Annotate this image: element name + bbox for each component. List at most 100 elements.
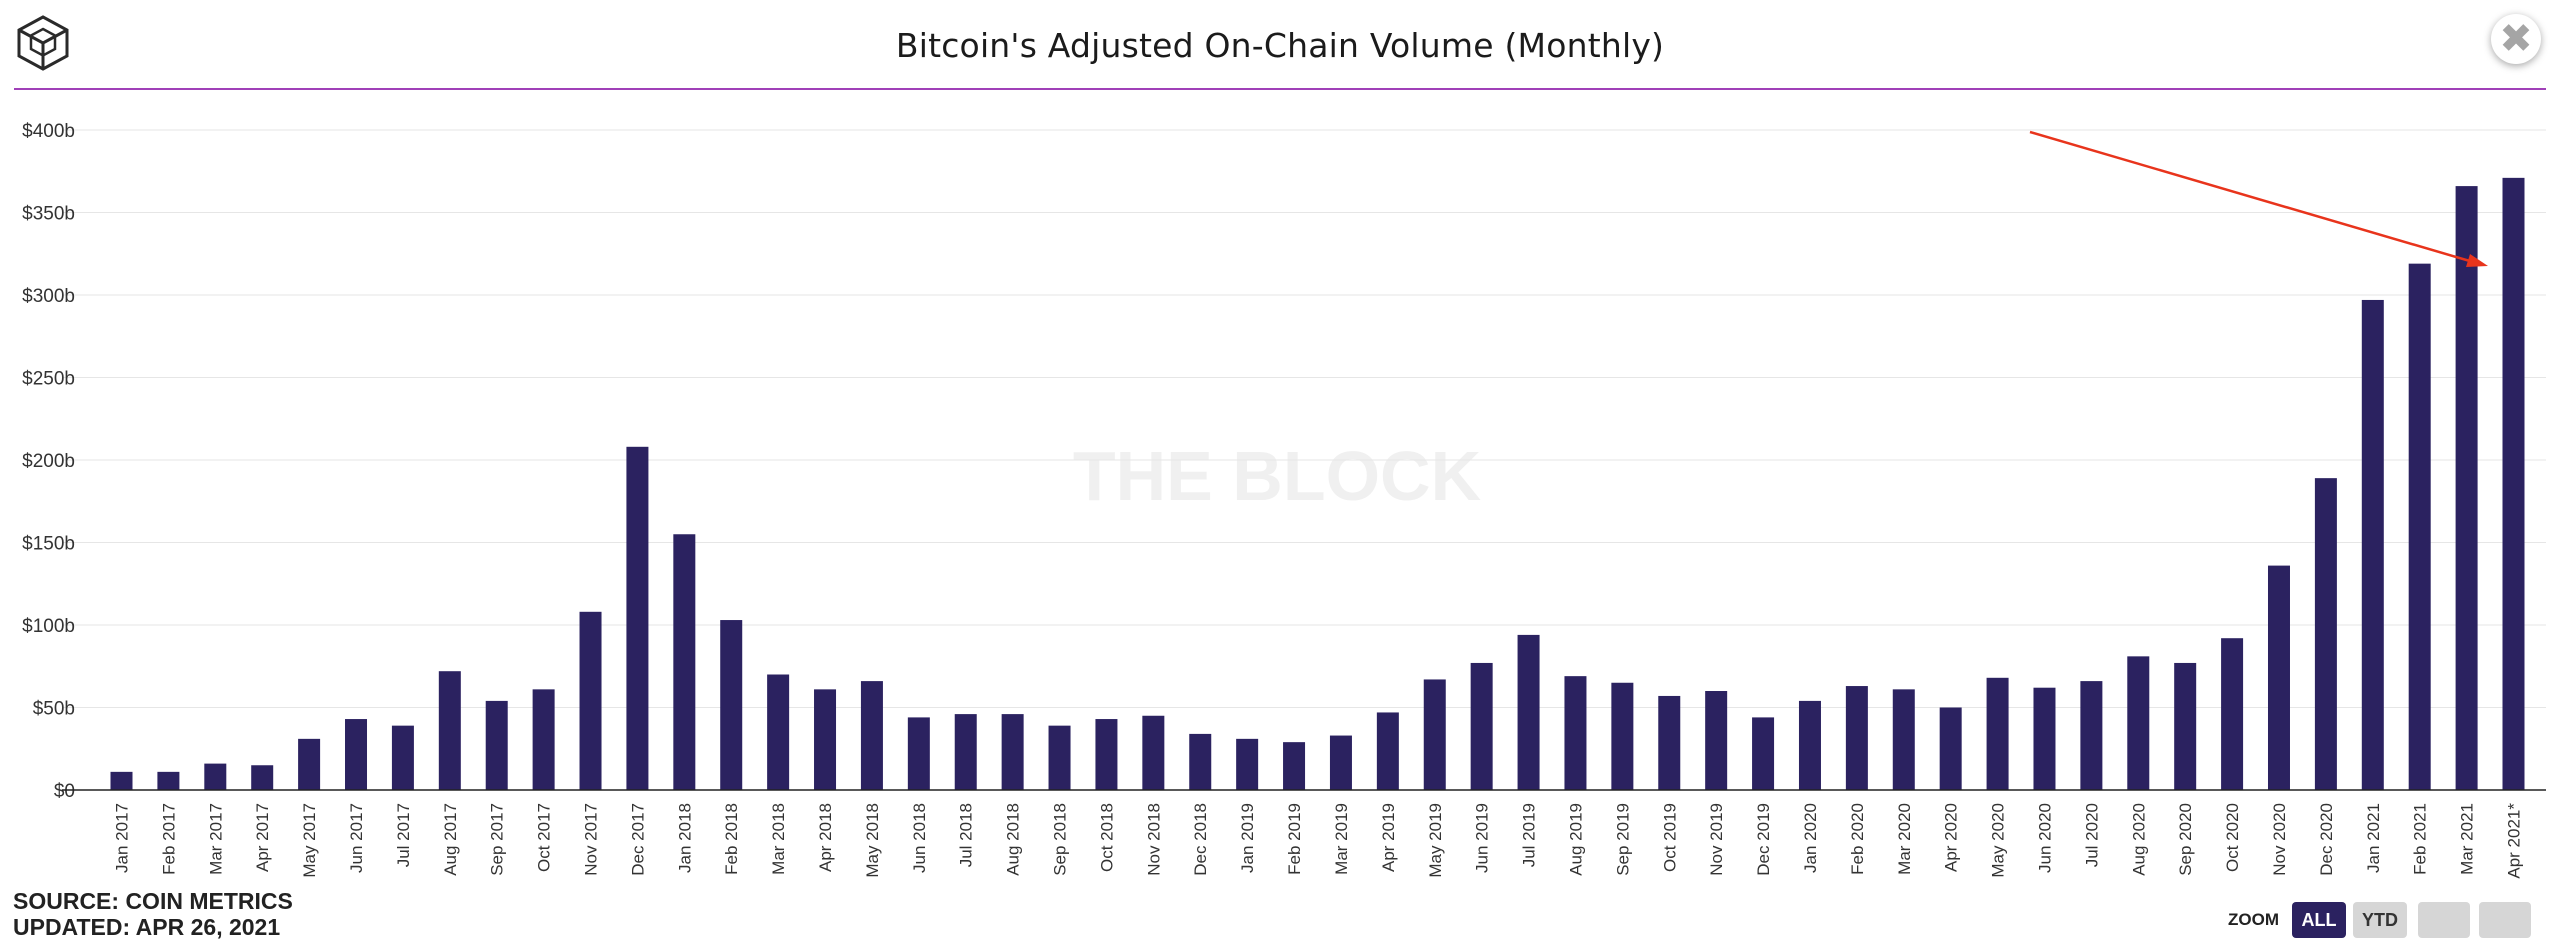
bar[interactable] bbox=[1329, 735, 1352, 790]
bar[interactable] bbox=[1658, 695, 1681, 790]
bar[interactable] bbox=[907, 717, 930, 790]
bar[interactable] bbox=[1564, 676, 1587, 790]
y-tick-label: $250b bbox=[22, 369, 75, 390]
bar[interactable] bbox=[2033, 687, 2056, 790]
bar[interactable] bbox=[2455, 186, 2478, 791]
bar[interactable] bbox=[2127, 656, 2150, 790]
x-tick-label: Sep 2020 bbox=[2176, 803, 2195, 876]
x-tick-label: Dec 2017 bbox=[628, 803, 647, 876]
bar[interactable] bbox=[1752, 717, 1775, 790]
bar[interactable] bbox=[1845, 686, 1868, 790]
bar[interactable] bbox=[1001, 714, 1024, 790]
x-tick-label: Dec 2020 bbox=[2317, 803, 2336, 876]
bar[interactable] bbox=[2080, 681, 2103, 790]
bar[interactable] bbox=[954, 714, 977, 790]
bar[interactable] bbox=[485, 700, 508, 790]
bar[interactable] bbox=[532, 689, 555, 790]
bar[interactable] bbox=[1939, 707, 1962, 791]
bar[interactable] bbox=[1236, 738, 1259, 790]
x-tick-label: May 2018 bbox=[863, 803, 882, 878]
the-block-logo-icon bbox=[17, 15, 69, 71]
bar[interactable] bbox=[345, 719, 368, 790]
x-tick-label: Jan 2017 bbox=[113, 803, 132, 873]
bar[interactable] bbox=[1798, 700, 1821, 790]
bar[interactable] bbox=[1189, 733, 1212, 790]
bar[interactable] bbox=[860, 681, 883, 790]
bar[interactable] bbox=[1892, 689, 1915, 790]
watermark: THE BLOCK bbox=[1073, 437, 1481, 515]
x-tick-label: Apr 2021* bbox=[2505, 803, 2524, 879]
header-divider bbox=[14, 88, 2546, 90]
y-tick-label: $400b bbox=[22, 121, 75, 142]
x-tick-label: Mar 2021 bbox=[2458, 803, 2477, 875]
x-tick-label: Aug 2017 bbox=[441, 803, 460, 876]
bar[interactable] bbox=[673, 534, 696, 790]
x-tick-label: Jan 2019 bbox=[1238, 803, 1257, 873]
x-tick-label: Jan 2018 bbox=[675, 803, 694, 873]
y-tick-label: $300b bbox=[22, 286, 75, 307]
bar[interactable] bbox=[1470, 662, 1493, 790]
x-tick-label: Mar 2017 bbox=[206, 803, 225, 875]
zoom-ytd-button[interactable]: YTD bbox=[2353, 902, 2407, 938]
bar[interactable] bbox=[2267, 565, 2290, 790]
bar[interactable] bbox=[1283, 742, 1306, 790]
bar[interactable] bbox=[1423, 679, 1446, 790]
zoom-label: ZOOM bbox=[2228, 910, 2279, 929]
close-icon: ✖ bbox=[2499, 16, 2533, 62]
x-tick-label: Apr 2020 bbox=[1942, 803, 1961, 872]
chart-title: Bitcoin's Adjusted On-Chain Volume (Mont… bbox=[895, 26, 1665, 65]
zoom-extra-button-2[interactable] bbox=[2479, 902, 2531, 938]
bar[interactable] bbox=[438, 671, 461, 790]
bar[interactable] bbox=[2408, 263, 2431, 790]
bar-chart: THE BLOCK $0 $50b $100b $150b $200b $250b $300… bbox=[22, 121, 2546, 879]
zoom-all-button[interactable]: ALL bbox=[2292, 902, 2346, 938]
bar[interactable] bbox=[157, 771, 180, 790]
x-tick-label: Aug 2020 bbox=[2129, 803, 2148, 876]
x-tick-label: Dec 2018 bbox=[1191, 803, 1210, 876]
x-tick-label: Oct 2020 bbox=[2223, 803, 2242, 872]
bar[interactable] bbox=[579, 611, 602, 790]
x-tick-label: Feb 2018 bbox=[722, 803, 741, 875]
bar[interactable] bbox=[1376, 712, 1399, 790]
y-tick-label: $100b bbox=[22, 616, 75, 637]
x-tick-label: Aug 2018 bbox=[1004, 803, 1023, 876]
bar[interactable] bbox=[2361, 299, 2384, 790]
bar[interactable] bbox=[1095, 719, 1118, 790]
bar[interactable] bbox=[767, 674, 790, 791]
bar[interactable] bbox=[2502, 177, 2525, 791]
bar[interactable] bbox=[298, 738, 321, 790]
bar[interactable] bbox=[1705, 691, 1728, 790]
close-button[interactable]: ✖ bbox=[2491, 14, 2541, 64]
bar[interactable] bbox=[2314, 478, 2337, 790]
bar[interactable] bbox=[391, 725, 414, 790]
annotation-arrow-icon bbox=[2029, 130, 2488, 267]
bar[interactable] bbox=[1048, 725, 1071, 790]
x-axis-ticks: Jan 2017 Feb 2017 Mar 2017 Apr 2017 May 2017… bbox=[113, 803, 2524, 879]
x-tick-label: Nov 2020 bbox=[2270, 803, 2289, 876]
x-tick-label: Mar 2020 bbox=[1895, 803, 1914, 875]
bar[interactable] bbox=[1611, 682, 1634, 790]
bar[interactable] bbox=[1986, 677, 2009, 790]
bar[interactable] bbox=[1142, 715, 1165, 790]
source-note: SOURCE: COIN METRICS bbox=[13, 888, 293, 914]
x-tick-label: May 2020 bbox=[1989, 803, 2008, 878]
bar[interactable] bbox=[720, 620, 743, 790]
bar[interactable] bbox=[814, 689, 837, 790]
x-tick-label: Nov 2018 bbox=[1144, 803, 1163, 876]
bar[interactable] bbox=[1517, 634, 1540, 790]
bar[interactable] bbox=[2174, 662, 2197, 790]
x-tick-label: May 2019 bbox=[1426, 803, 1445, 878]
bar[interactable] bbox=[626, 446, 649, 790]
y-tick-label: $150b bbox=[22, 534, 75, 555]
x-tick-label: Feb 2017 bbox=[159, 803, 178, 875]
x-tick-label: Sep 2018 bbox=[1051, 803, 1070, 876]
x-tick-label: Jun 2019 bbox=[1473, 803, 1492, 873]
bar[interactable] bbox=[2221, 638, 2244, 790]
zoom-extra-button-1[interactable] bbox=[2418, 902, 2470, 938]
bar[interactable] bbox=[110, 771, 133, 790]
x-tick-label: Jul 2017 bbox=[394, 803, 413, 867]
gridlines bbox=[62, 129, 2546, 708]
bar[interactable] bbox=[251, 765, 274, 790]
bar[interactable] bbox=[204, 763, 227, 790]
x-tick-label: Feb 2021 bbox=[2411, 803, 2430, 875]
